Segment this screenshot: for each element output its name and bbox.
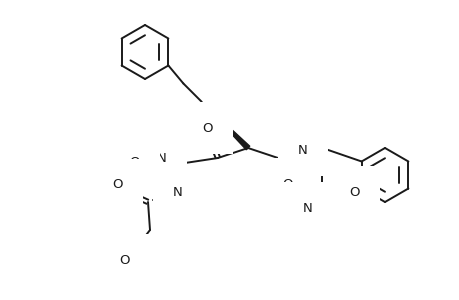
Text: O: O [129,155,140,169]
Text: N: N [302,202,312,214]
Text: N: N [297,143,307,157]
Text: O: O [282,178,293,190]
Text: O: O [202,122,213,134]
Text: O: O [112,178,123,191]
Polygon shape [201,101,249,150]
Polygon shape [302,140,321,158]
Text: N: N [173,185,183,199]
Text: N: N [157,152,167,164]
Text: O: O [119,254,130,266]
Text: O: O [349,185,359,199]
